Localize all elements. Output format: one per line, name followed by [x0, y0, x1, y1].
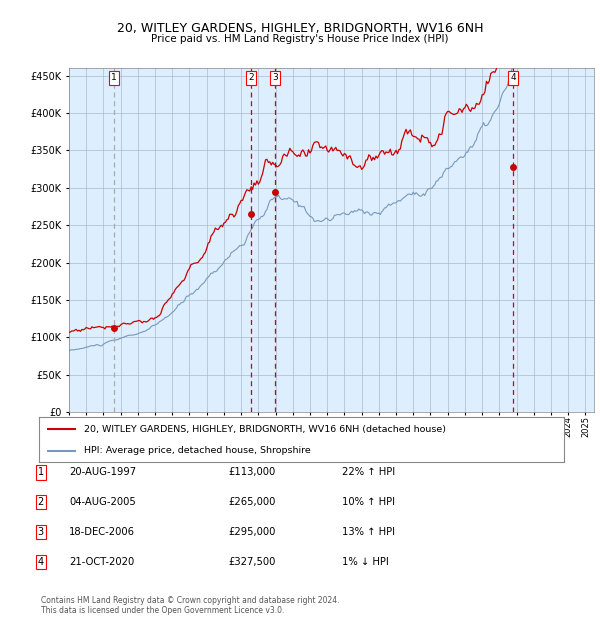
Text: 04-AUG-2005: 04-AUG-2005 — [69, 497, 136, 507]
Text: 10% ↑ HPI: 10% ↑ HPI — [342, 497, 395, 507]
Text: 20, WITLEY GARDENS, HIGHLEY, BRIDGNORTH, WV16 6NH (detached house): 20, WITLEY GARDENS, HIGHLEY, BRIDGNORTH,… — [83, 425, 446, 434]
Text: 13% ↑ HPI: 13% ↑ HPI — [342, 527, 395, 537]
Text: 4: 4 — [38, 557, 44, 567]
Text: 20-AUG-1997: 20-AUG-1997 — [69, 467, 136, 477]
Text: £295,000: £295,000 — [228, 527, 275, 537]
Text: 2: 2 — [38, 497, 44, 507]
Text: 3: 3 — [38, 527, 44, 537]
Text: 3: 3 — [272, 73, 278, 82]
Text: 4: 4 — [511, 73, 516, 82]
Text: 21-OCT-2020: 21-OCT-2020 — [69, 557, 134, 567]
Text: 18-DEC-2006: 18-DEC-2006 — [69, 527, 135, 537]
Text: 20, WITLEY GARDENS, HIGHLEY, BRIDGNORTH, WV16 6NH: 20, WITLEY GARDENS, HIGHLEY, BRIDGNORTH,… — [117, 22, 483, 35]
Text: HPI: Average price, detached house, Shropshire: HPI: Average price, detached house, Shro… — [83, 446, 310, 455]
Text: 1: 1 — [112, 73, 117, 82]
Text: £265,000: £265,000 — [228, 497, 275, 507]
Text: 22% ↑ HPI: 22% ↑ HPI — [342, 467, 395, 477]
Text: £113,000: £113,000 — [228, 467, 275, 477]
Text: Price paid vs. HM Land Registry's House Price Index (HPI): Price paid vs. HM Land Registry's House … — [151, 34, 449, 44]
Text: Contains HM Land Registry data © Crown copyright and database right 2024.
This d: Contains HM Land Registry data © Crown c… — [41, 596, 340, 615]
Text: 1: 1 — [38, 467, 44, 477]
Text: 1% ↓ HPI: 1% ↓ HPI — [342, 557, 389, 567]
Text: £327,500: £327,500 — [228, 557, 275, 567]
Text: 2: 2 — [248, 73, 254, 82]
